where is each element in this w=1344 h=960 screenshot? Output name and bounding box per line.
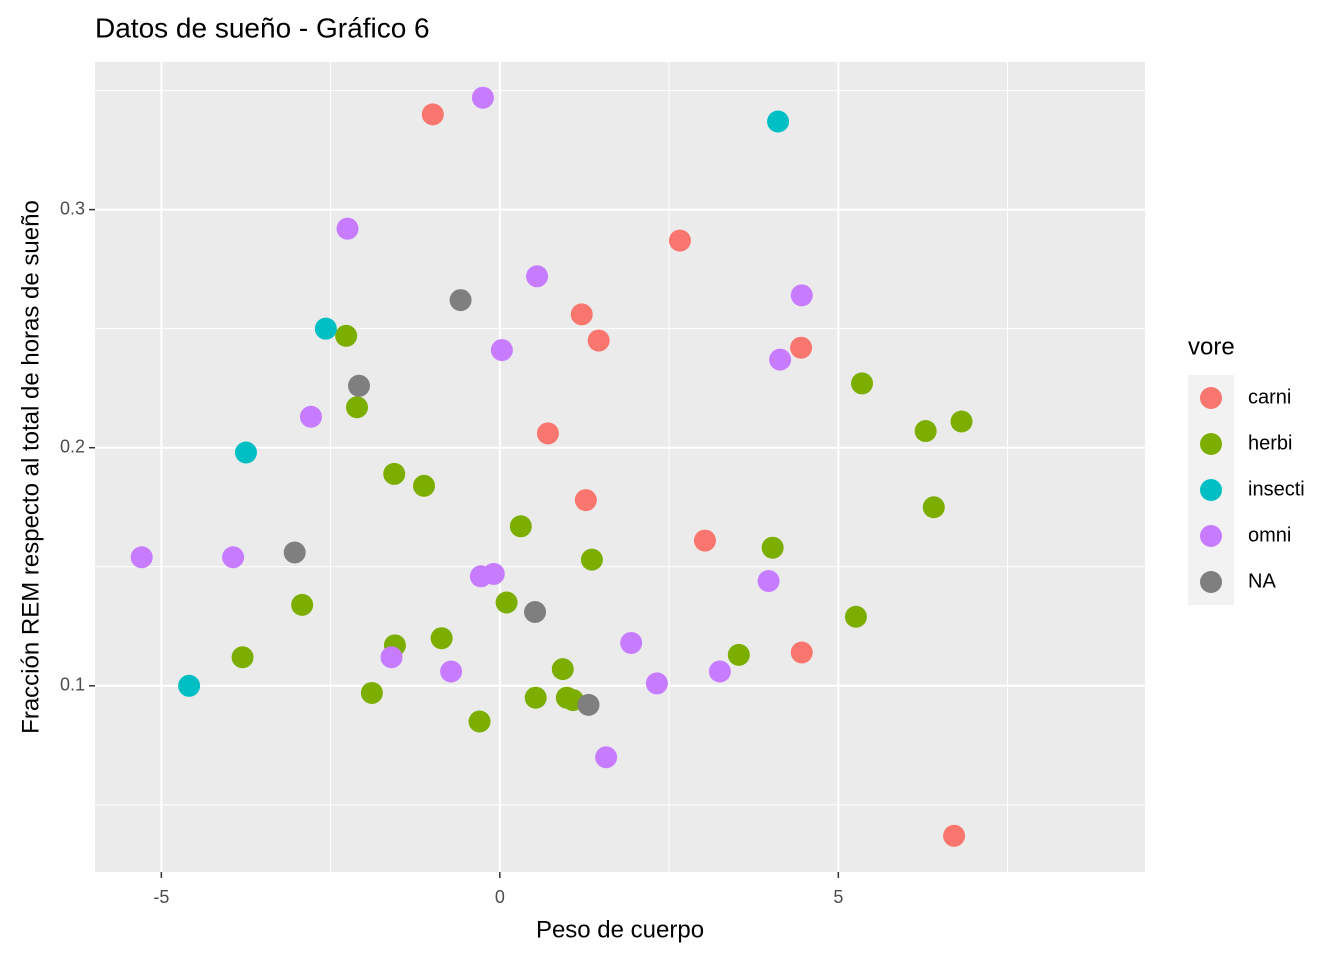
point	[291, 593, 314, 616]
point	[914, 420, 937, 443]
legend-label: herbi	[1248, 432, 1292, 454]
point	[761, 536, 784, 559]
point	[922, 496, 945, 519]
point	[757, 570, 780, 593]
legend-label: insecti	[1248, 478, 1305, 500]
point	[693, 529, 716, 552]
point	[430, 627, 453, 650]
point	[668, 229, 691, 252]
point	[526, 265, 549, 288]
point	[509, 515, 532, 538]
point	[851, 372, 874, 395]
y-axis-label: Fracción REM respecto al total de horas …	[17, 200, 44, 734]
point	[299, 405, 322, 428]
point	[348, 374, 371, 397]
point	[524, 601, 547, 623]
point	[178, 674, 201, 697]
point	[380, 646, 403, 669]
y-tick-label: 0.3	[60, 198, 85, 218]
point	[943, 824, 966, 847]
chart-title: Datos de sueño - Gráfico 6	[95, 12, 430, 43]
point	[490, 339, 513, 362]
point	[413, 474, 436, 497]
point	[524, 686, 547, 709]
point	[844, 605, 867, 628]
x-tick-label: -5	[153, 887, 169, 907]
point	[587, 329, 610, 352]
point	[767, 110, 790, 133]
point	[790, 284, 813, 307]
point	[950, 410, 973, 433]
point	[469, 565, 492, 588]
point	[536, 422, 559, 445]
point	[222, 546, 245, 569]
point	[314, 317, 337, 340]
point	[708, 660, 731, 683]
point	[130, 546, 153, 569]
point	[468, 710, 491, 733]
point	[421, 103, 444, 126]
point	[620, 631, 643, 654]
point	[495, 591, 518, 614]
point	[551, 658, 574, 681]
point	[790, 336, 813, 359]
point	[360, 681, 383, 704]
point	[769, 348, 792, 371]
point	[574, 489, 597, 512]
point	[283, 541, 306, 564]
point	[580, 548, 603, 571]
point	[595, 746, 618, 769]
point	[234, 441, 257, 464]
point	[727, 643, 750, 666]
point	[577, 693, 600, 716]
x-axis-label: Peso de cuerpo	[536, 916, 704, 943]
legend-marker	[1200, 387, 1222, 409]
y-tick-label: 0.1	[60, 675, 85, 695]
y-tick-label: 0.2	[60, 436, 85, 456]
point	[383, 462, 406, 485]
point	[570, 303, 593, 326]
point	[449, 289, 472, 312]
point	[231, 646, 254, 669]
x-tick-label: 5	[833, 887, 843, 907]
point	[345, 396, 368, 419]
legend-marker	[1200, 479, 1222, 501]
point	[790, 641, 813, 664]
legend-marker	[1200, 571, 1222, 593]
x-tick-label: 0	[495, 887, 505, 907]
point	[335, 324, 358, 347]
legend-title: vore	[1188, 333, 1235, 360]
point	[440, 660, 463, 683]
legend-label: carni	[1248, 386, 1291, 408]
legend-marker	[1200, 433, 1222, 455]
legend-marker	[1200, 525, 1222, 547]
point	[471, 86, 494, 109]
point	[645, 672, 668, 695]
legend-label: NA	[1248, 570, 1276, 592]
point	[336, 217, 359, 240]
legend-label: omni	[1248, 524, 1291, 546]
plot-panel	[95, 62, 1145, 872]
